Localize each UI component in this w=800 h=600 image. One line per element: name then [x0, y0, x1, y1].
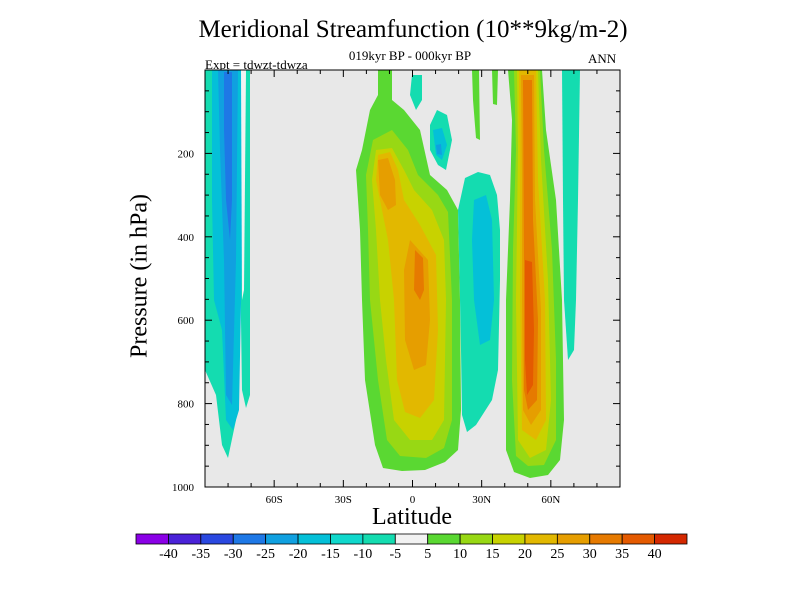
- colorbar-label: -40: [159, 547, 178, 562]
- contour-pos-5-streak: [472, 70, 498, 140]
- colorbar-label: -35: [191, 547, 210, 562]
- colorbar-swatch: [394, 533, 429, 545]
- colorbar-label: -5: [389, 547, 401, 562]
- x-tick-label: 30N: [472, 494, 491, 506]
- chart-title: Meridional Streamfunction (10**9kg/m-2): [198, 16, 628, 43]
- y-tick-label: 200: [178, 148, 195, 160]
- x-tick-label: 0: [410, 494, 416, 506]
- y-tick-label: 400: [178, 232, 195, 244]
- colorbar-swatch: [427, 533, 461, 545]
- colorbar-label: -30: [224, 547, 243, 562]
- contour-neg-15: [218, 70, 238, 405]
- colorbar-label: 25: [550, 547, 564, 562]
- colorbar-swatch: [232, 533, 267, 545]
- y-tick-label: 800: [178, 399, 195, 411]
- colorbar-label: 20: [518, 547, 532, 562]
- colorbar-label: 40: [648, 547, 662, 562]
- colorbar-label: 35: [615, 547, 629, 562]
- chart-subtitle: 019kyr BP - 000kyr BP: [348, 48, 472, 63]
- x-tick-label: 30S: [335, 494, 352, 506]
- colorbar-swatch: [135, 533, 169, 545]
- colorbar-label: -20: [289, 547, 308, 562]
- colorbar-label: 5: [424, 547, 431, 562]
- colorbar: [135, 533, 688, 545]
- contour-neg-5-nh: [562, 70, 580, 360]
- contour-neg-20: [224, 72, 232, 240]
- colorbar-label: 15: [486, 547, 500, 562]
- y-tick-labels: 200 400 600 800 1000: [172, 148, 195, 494]
- contour-neg-5-top: [410, 75, 422, 110]
- colorbar-swatch: [200, 533, 234, 545]
- colorbar-label: 30: [583, 547, 597, 562]
- x-axis-label: Latitude: [372, 504, 452, 530]
- contour-neg-15-north: [436, 144, 442, 155]
- colorbar-swatch: [556, 533, 591, 545]
- colorbar-swatch: [524, 533, 558, 545]
- axis-ticks: [205, 70, 620, 487]
- contour-pos-25: [378, 158, 430, 370]
- y-tick-label: 1000: [172, 482, 195, 494]
- contour-gap-sh: [241, 70, 246, 300]
- colorbar-swatch: [265, 533, 299, 545]
- colorbar-swatch: [297, 533, 331, 545]
- colorbar-label: -25: [256, 547, 275, 562]
- colorbar-labels: -40 -35 -30 -25 -20 -15 -10 -5 5 10 15 20 25 30 35 40: [159, 547, 662, 562]
- colorbar-swatch: [459, 533, 493, 545]
- contour-neg-5-north: [430, 110, 500, 432]
- y-tick-label: 600: [178, 315, 195, 327]
- season-label: ANN: [588, 51, 617, 66]
- colorbar-swatch: [654, 533, 688, 545]
- colorbar-swatch: [330, 533, 364, 545]
- experiment-label: Expt = tdwzt-tdwza: [205, 57, 308, 72]
- colorbar-swatch: [492, 533, 526, 545]
- contour-pos-35-nh: [525, 260, 534, 395]
- colorbar-swatch: [168, 533, 202, 545]
- x-tick-label: 60S: [266, 494, 283, 506]
- contour-fields: [205, 70, 580, 478]
- colorbar-swatch: [589, 533, 623, 545]
- colorbar-swatch: [362, 533, 396, 545]
- contour-pos-35: [414, 250, 424, 300]
- x-tick-labels: 60S 30S 0 30N 60N: [266, 494, 561, 506]
- colorbar-swatch: [621, 533, 655, 545]
- contour-neg-10-north: [433, 128, 494, 345]
- colorbar-label: -10: [354, 547, 373, 562]
- x-tick-label: 60N: [541, 494, 560, 506]
- colorbar-label: 10: [453, 547, 467, 562]
- colorbar-label: -15: [321, 547, 340, 562]
